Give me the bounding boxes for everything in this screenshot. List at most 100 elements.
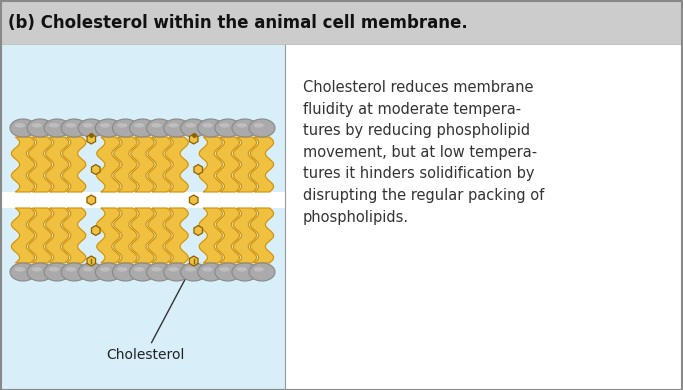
Ellipse shape [79, 119, 104, 137]
Ellipse shape [134, 123, 144, 128]
Polygon shape [199, 137, 223, 192]
Ellipse shape [249, 119, 275, 137]
Polygon shape [29, 208, 52, 263]
Polygon shape [92, 165, 100, 174]
Ellipse shape [130, 263, 156, 281]
Ellipse shape [236, 123, 247, 128]
Polygon shape [148, 137, 171, 192]
Ellipse shape [66, 267, 76, 271]
Ellipse shape [202, 267, 212, 271]
Ellipse shape [27, 119, 53, 137]
Polygon shape [114, 208, 137, 263]
Ellipse shape [96, 119, 122, 137]
Ellipse shape [202, 123, 212, 128]
Polygon shape [87, 195, 96, 205]
Polygon shape [199, 208, 223, 263]
Ellipse shape [83, 267, 94, 271]
Polygon shape [251, 137, 274, 192]
Ellipse shape [14, 267, 25, 271]
Ellipse shape [253, 123, 264, 128]
Ellipse shape [168, 123, 178, 128]
Ellipse shape [198, 119, 224, 137]
Ellipse shape [113, 263, 139, 281]
Polygon shape [92, 225, 100, 236]
Ellipse shape [100, 267, 111, 271]
Polygon shape [194, 225, 202, 236]
Polygon shape [131, 208, 154, 263]
Ellipse shape [44, 119, 70, 137]
Ellipse shape [117, 123, 127, 128]
Ellipse shape [185, 267, 195, 271]
Polygon shape [194, 165, 202, 174]
Ellipse shape [31, 123, 42, 128]
Polygon shape [97, 137, 120, 192]
Polygon shape [234, 208, 257, 263]
Polygon shape [217, 208, 240, 263]
Ellipse shape [117, 267, 127, 271]
Polygon shape [251, 208, 274, 263]
Text: Cholesterol: Cholesterol [106, 266, 193, 362]
Ellipse shape [14, 123, 25, 128]
Polygon shape [217, 137, 240, 192]
Ellipse shape [249, 263, 275, 281]
Ellipse shape [10, 119, 36, 137]
Ellipse shape [147, 119, 173, 137]
Polygon shape [234, 137, 257, 192]
Polygon shape [63, 137, 86, 192]
Ellipse shape [61, 119, 87, 137]
Polygon shape [12, 208, 35, 263]
Polygon shape [46, 137, 69, 192]
Polygon shape [12, 137, 35, 192]
FancyBboxPatch shape [0, 0, 683, 45]
Ellipse shape [219, 123, 229, 128]
Text: (b) Cholesterol within the animal cell membrane.: (b) Cholesterol within the animal cell m… [8, 14, 468, 32]
Ellipse shape [66, 123, 76, 128]
Polygon shape [189, 256, 198, 266]
Ellipse shape [48, 267, 59, 271]
Polygon shape [46, 208, 69, 263]
Ellipse shape [100, 123, 111, 128]
Ellipse shape [61, 263, 87, 281]
Polygon shape [87, 256, 96, 266]
Ellipse shape [27, 263, 53, 281]
Polygon shape [114, 137, 137, 192]
FancyBboxPatch shape [0, 192, 285, 208]
Ellipse shape [83, 123, 94, 128]
Ellipse shape [198, 263, 224, 281]
Ellipse shape [48, 123, 59, 128]
Ellipse shape [164, 263, 190, 281]
Ellipse shape [232, 119, 258, 137]
Polygon shape [165, 208, 189, 263]
Polygon shape [189, 195, 198, 205]
Ellipse shape [10, 263, 36, 281]
Ellipse shape [31, 267, 42, 271]
Polygon shape [63, 208, 86, 263]
Ellipse shape [164, 119, 190, 137]
Ellipse shape [253, 267, 264, 271]
Ellipse shape [79, 263, 104, 281]
Polygon shape [87, 134, 96, 144]
Ellipse shape [181, 263, 207, 281]
FancyBboxPatch shape [285, 45, 683, 390]
Ellipse shape [96, 263, 122, 281]
Polygon shape [148, 208, 171, 263]
Ellipse shape [151, 123, 161, 128]
Ellipse shape [151, 267, 161, 271]
Ellipse shape [236, 267, 247, 271]
FancyBboxPatch shape [0, 45, 285, 390]
Polygon shape [97, 208, 120, 263]
Ellipse shape [219, 267, 229, 271]
Ellipse shape [130, 119, 156, 137]
Ellipse shape [134, 267, 144, 271]
Ellipse shape [181, 119, 207, 137]
Polygon shape [189, 134, 198, 144]
Text: Cholesterol reduces membrane
fluidity at moderate tempera-
tures by reducing pho: Cholesterol reduces membrane fluidity at… [303, 80, 544, 225]
Ellipse shape [215, 119, 241, 137]
Ellipse shape [113, 119, 139, 137]
Ellipse shape [232, 263, 258, 281]
Ellipse shape [44, 263, 70, 281]
Ellipse shape [147, 263, 173, 281]
Polygon shape [165, 137, 189, 192]
Ellipse shape [185, 123, 195, 128]
Polygon shape [131, 137, 154, 192]
